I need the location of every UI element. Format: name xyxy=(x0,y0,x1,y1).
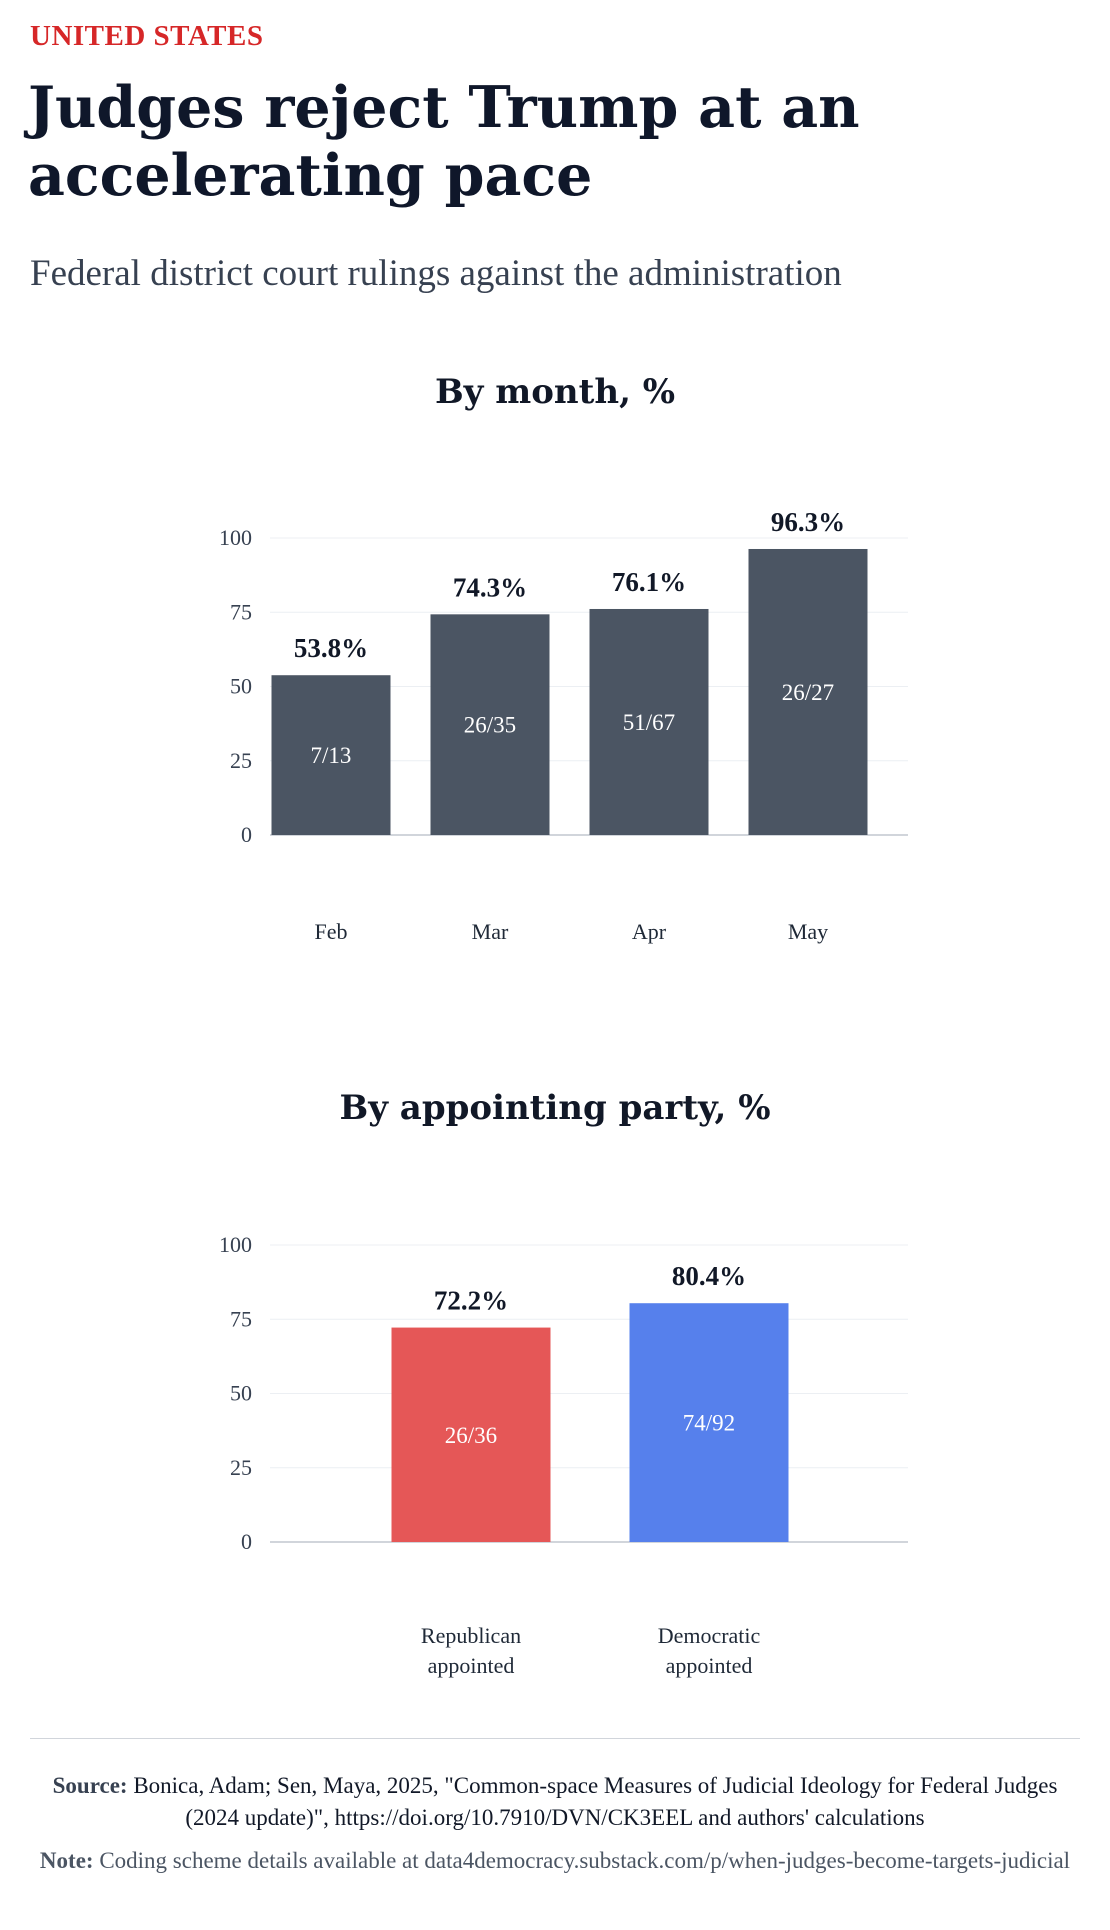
bar-value-label: 96.3% xyxy=(771,507,845,537)
x-category-label: appointed xyxy=(428,1653,515,1678)
bar-fraction-label: 26/36 xyxy=(445,1423,497,1448)
source-text: Source: Bonica, Adam; Sen, Maya, 2025, "… xyxy=(30,1770,1080,1834)
party-chart: 0 25 50 75 100 72.2% 26/36 Republican appointed 8… xyxy=(219,1232,908,1678)
x-category-label: May xyxy=(788,919,828,944)
bar xyxy=(589,608,709,835)
bar-fraction-label: 26/35 xyxy=(464,713,516,738)
y-tick-label: 100 xyxy=(219,1232,252,1257)
x-category-label: Mar xyxy=(472,919,509,944)
y-tick-label: 0 xyxy=(241,822,252,847)
bar xyxy=(430,614,550,835)
x-category-label: Apr xyxy=(632,919,667,944)
y-tick-label: 100 xyxy=(219,525,252,550)
source-body: Bonica, Adam; Sen, Maya, 2025, "Common-s… xyxy=(133,1773,1058,1830)
bar xyxy=(271,675,391,835)
bar-value-label: 80.4% xyxy=(672,1261,746,1291)
y-tick-label: 50 xyxy=(230,1381,252,1406)
footer-divider xyxy=(30,1738,1080,1739)
x-category-label: Republican xyxy=(421,1623,521,1648)
note-text: Note: Coding scheme details available at… xyxy=(30,1845,1080,1877)
bar-value-label: 74.3% xyxy=(453,572,527,602)
source-label: Source: xyxy=(52,1773,128,1798)
note-label: Note: xyxy=(39,1848,94,1873)
bar-fraction-label: 7/13 xyxy=(311,743,352,768)
section-kicker: UNITED STATES xyxy=(30,20,264,52)
month-chart: 0 25 50 75 100 53.8% 7/13 Feb 74.3% 26/35 Mar 76.1%… xyxy=(219,507,908,944)
bar-value-label: 53.8% xyxy=(294,633,368,663)
y-tick-label: 0 xyxy=(241,1529,252,1554)
bar xyxy=(391,1327,551,1542)
bar xyxy=(629,1303,789,1542)
y-tick-label: 75 xyxy=(230,599,252,624)
bar-fraction-label: 51/67 xyxy=(623,710,675,735)
y-tick-label: 75 xyxy=(230,1306,252,1331)
x-category-label: appointed xyxy=(666,1653,753,1678)
bar-value-label: 76.1% xyxy=(612,567,686,597)
x-category-label: Democratic xyxy=(658,1623,761,1648)
bar xyxy=(748,548,868,835)
y-tick-label: 25 xyxy=(230,748,252,773)
subtitle: Federal district court rulings against t… xyxy=(30,253,842,294)
x-category-label: Feb xyxy=(315,919,348,944)
bar-fraction-label: 74/92 xyxy=(683,1411,735,1436)
y-tick-label: 50 xyxy=(230,674,252,699)
bar-fraction-label: 26/27 xyxy=(782,680,834,705)
headline: Judges reject Trump at an accelerating p… xyxy=(28,74,860,209)
note-body: Coding scheme details available at data4… xyxy=(99,1848,1071,1873)
month-chart-title: By month, % xyxy=(434,372,676,412)
bar-value-label: 72.2% xyxy=(434,1286,508,1316)
y-tick-label: 25 xyxy=(230,1455,252,1480)
party-chart-title: By appointing party, % xyxy=(339,1088,771,1128)
